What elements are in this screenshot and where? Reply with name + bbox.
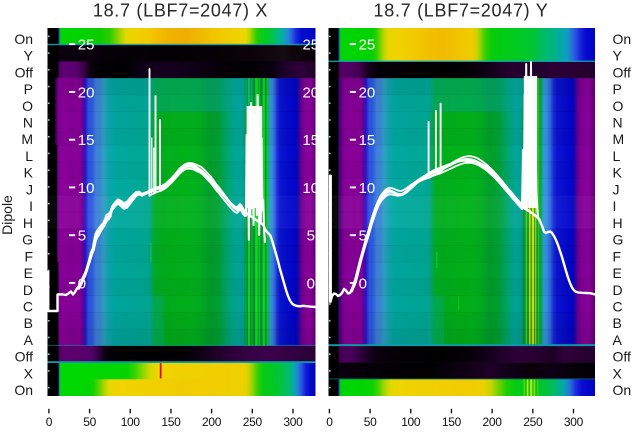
svg-text:250: 250 [243,415,263,429]
svg-text:50: 50 [83,415,96,429]
svg-text:15: 15 [78,132,95,149]
svg-text:N: N [23,115,33,131]
svg-text:0: 0 [359,275,367,292]
svg-text:On: On [613,31,632,47]
svg-text:X: X [613,365,623,381]
svg-text:10: 10 [302,180,319,197]
svg-text:Off: Off [613,349,632,365]
svg-text:Dipole: Dipole [0,195,15,235]
svg-text:Y: Y [613,48,623,64]
svg-text:250: 250 [523,415,543,429]
svg-text:On: On [14,31,33,47]
svg-text:I: I [29,198,33,214]
svg-text:O: O [613,98,624,114]
svg-text:F: F [613,248,622,264]
svg-text:X: X [24,365,34,381]
svg-text:J: J [613,181,620,197]
svg-text:100: 100 [401,415,421,429]
svg-text:150: 150 [161,415,181,429]
svg-text:10: 10 [78,180,95,197]
svg-text:M: M [21,131,33,147]
svg-text:5: 5 [78,228,86,245]
svg-text:N: N [613,115,623,131]
svg-text:200: 200 [202,415,222,429]
svg-text:J: J [26,181,33,197]
svg-text:K: K [613,165,623,181]
svg-text:Off: Off [15,349,34,365]
svg-text:G: G [22,232,33,248]
svg-text:25: 25 [302,37,319,54]
svg-text:15: 15 [359,132,376,149]
svg-text:On: On [613,382,632,398]
svg-text:20: 20 [302,84,319,101]
svg-text:20: 20 [78,84,95,101]
svg-text:20: 20 [359,84,376,101]
svg-text:5: 5 [307,228,315,245]
svg-text:300: 300 [564,415,584,429]
svg-text:300: 300 [283,415,303,429]
svg-text:P: P [613,81,622,97]
svg-text:Off: Off [613,64,632,80]
svg-text:A: A [24,332,34,348]
svg-text:150: 150 [442,415,462,429]
svg-text:E: E [24,265,33,281]
svg-text:K: K [24,165,34,181]
svg-text:H: H [23,215,33,231]
svg-text:15: 15 [302,132,319,149]
svg-text:D: D [23,282,33,298]
svg-text:100: 100 [121,415,141,429]
svg-text:0: 0 [46,415,53,429]
svg-text:E: E [613,265,622,281]
svg-text:C: C [613,299,623,315]
svg-text:0: 0 [326,415,333,429]
svg-text:25: 25 [78,37,95,54]
svg-text:50: 50 [364,415,377,429]
svg-text:P: P [24,81,33,97]
svg-text:L: L [613,148,621,164]
svg-text:5: 5 [359,228,367,245]
svg-text:B: B [24,315,33,331]
svg-text:On: On [14,382,33,398]
svg-text:G: G [613,232,624,248]
svg-text:C: C [23,299,33,315]
svg-text:I: I [613,198,617,214]
svg-text:10: 10 [359,180,376,197]
svg-text:0: 0 [307,275,315,292]
svg-text:Y: Y [24,48,34,64]
svg-text:L: L [25,148,33,164]
svg-text:200: 200 [483,415,503,429]
svg-text:0: 0 [78,275,86,292]
svg-text:18.7 (LBF7=2047) Y: 18.7 (LBF7=2047) Y [374,1,549,21]
svg-text:H: H [613,215,623,231]
svg-text:18.7 (LBF7=2047) X: 18.7 (LBF7=2047) X [93,1,268,21]
svg-text:M: M [613,131,625,147]
svg-text:B: B [613,315,622,331]
svg-text:A: A [613,332,623,348]
svg-text:O: O [22,98,33,114]
svg-text:25: 25 [359,37,376,54]
svg-text:Off: Off [15,64,34,80]
svg-text:D: D [613,282,623,298]
svg-text:F: F [24,248,33,264]
